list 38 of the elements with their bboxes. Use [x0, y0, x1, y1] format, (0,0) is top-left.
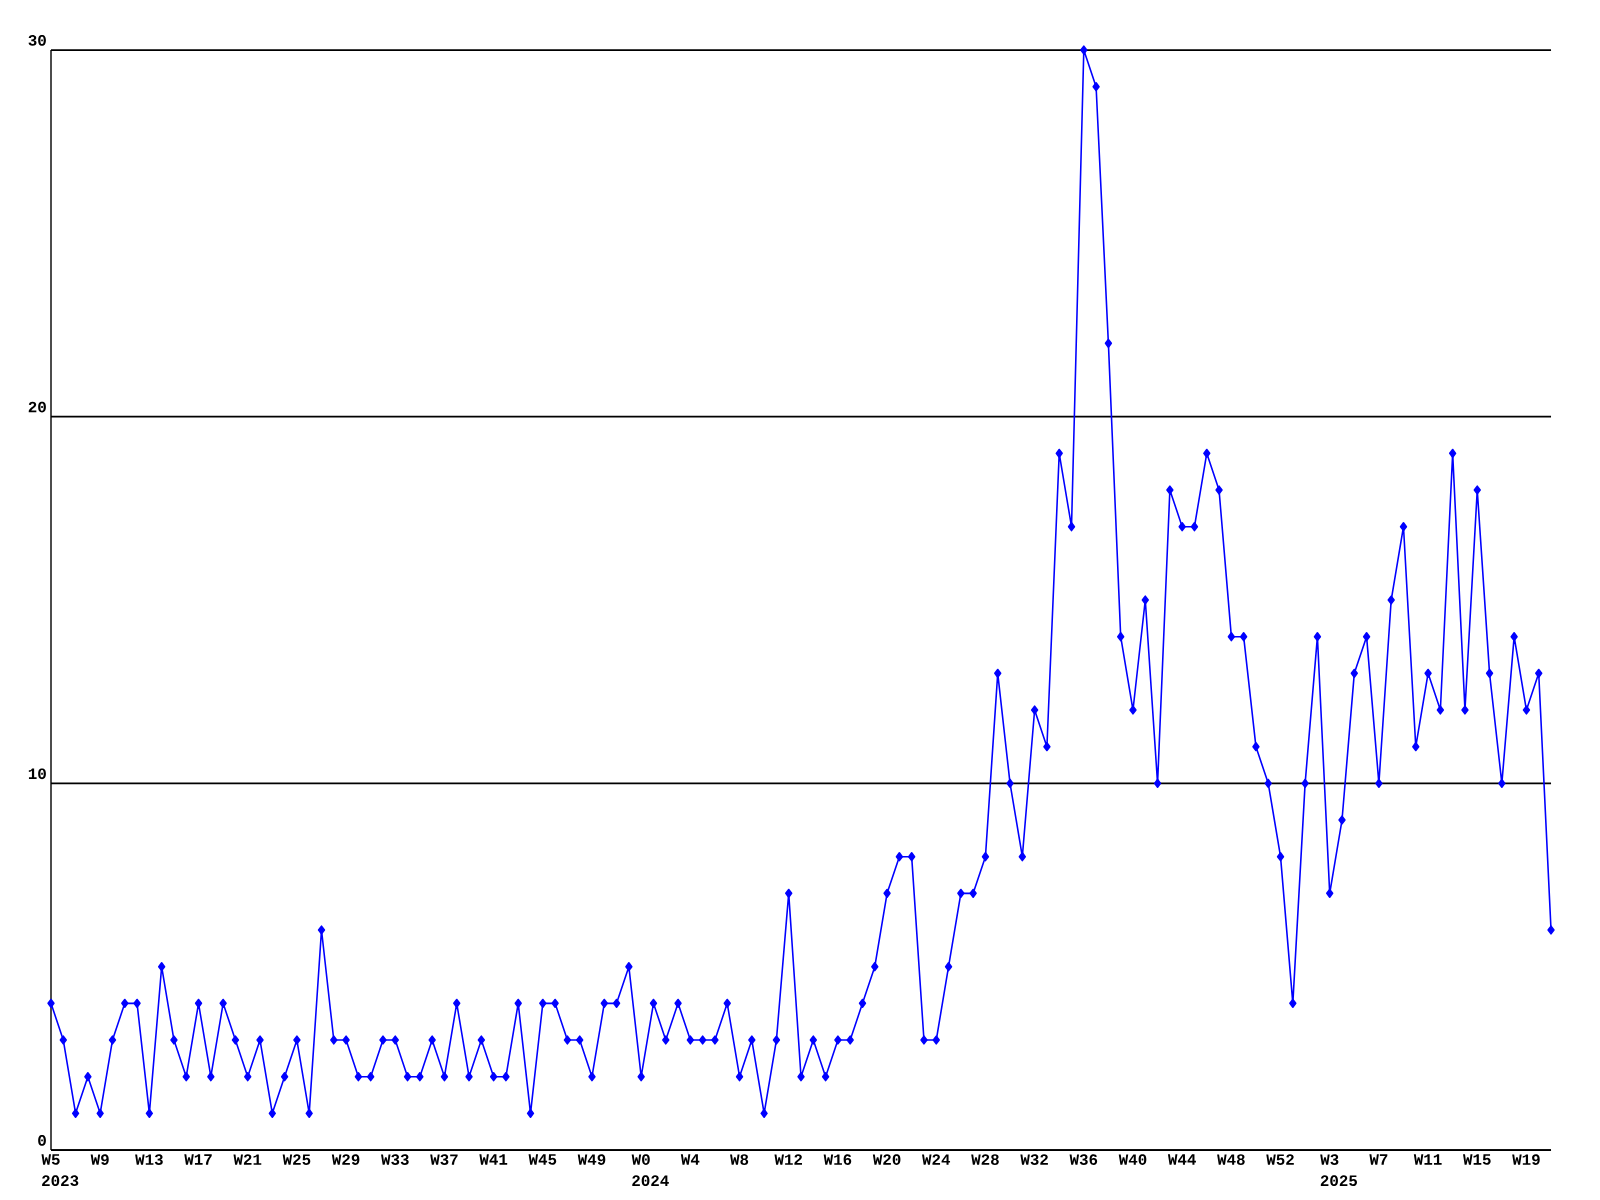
- x-tick-label: W9: [90, 1154, 109, 1165]
- x-tick-label: W32: [1020, 1154, 1048, 1165]
- x-tick-label: W44: [1167, 1154, 1196, 1165]
- x-tick-label: W52: [1266, 1154, 1294, 1165]
- x-tick-label: W17: [184, 1154, 212, 1165]
- y-tick-label: 20: [28, 401, 46, 413]
- x-tick-label: W4: [680, 1154, 700, 1165]
- x-tick-label: W24: [922, 1154, 951, 1165]
- x-tick-label: W0: [631, 1154, 650, 1165]
- text: 2025: [1320, 1175, 1357, 1187]
- x-tick-label: W21: [233, 1154, 262, 1165]
- x-tick-label: W7: [1369, 1154, 1388, 1165]
- x-tick-label: W20: [872, 1154, 901, 1165]
- x-tick-label: W49: [577, 1154, 606, 1165]
- x-tick-label: W29: [331, 1154, 360, 1165]
- x-tick-label: W28: [971, 1154, 999, 1165]
- x-tick-label: W40: [1118, 1154, 1147, 1165]
- y-tick-label: 10: [28, 768, 46, 780]
- x-tick-label: W13: [135, 1154, 163, 1165]
- x-tick-label: W37: [430, 1154, 458, 1165]
- x-tick-label: W19: [1512, 1154, 1540, 1165]
- x-tick-label: W12: [774, 1154, 802, 1165]
- x-tick-label: W33: [381, 1154, 409, 1165]
- x-tick-label: W36: [1069, 1154, 1098, 1165]
- x-tick-label: W45: [528, 1154, 557, 1165]
- text: 2024: [632, 1175, 669, 1187]
- x-tick-label: W48: [1217, 1154, 1245, 1165]
- text: 2023: [42, 1175, 79, 1187]
- x-tick-label: W3: [1320, 1154, 1339, 1165]
- y-tick-label: 30: [28, 35, 46, 46]
- x-tick-label: W25: [282, 1154, 311, 1165]
- x-tick-label: W5: [41, 1154, 60, 1165]
- x-tick-label: W41: [479, 1154, 508, 1165]
- x-tick-label: W11: [1413, 1154, 1442, 1165]
- x-tick-label: W15: [1463, 1154, 1491, 1165]
- x-tick-label: W8: [730, 1154, 749, 1165]
- y-tick-label: 0: [38, 1135, 46, 1146]
- x-tick-label: W16: [823, 1154, 852, 1165]
